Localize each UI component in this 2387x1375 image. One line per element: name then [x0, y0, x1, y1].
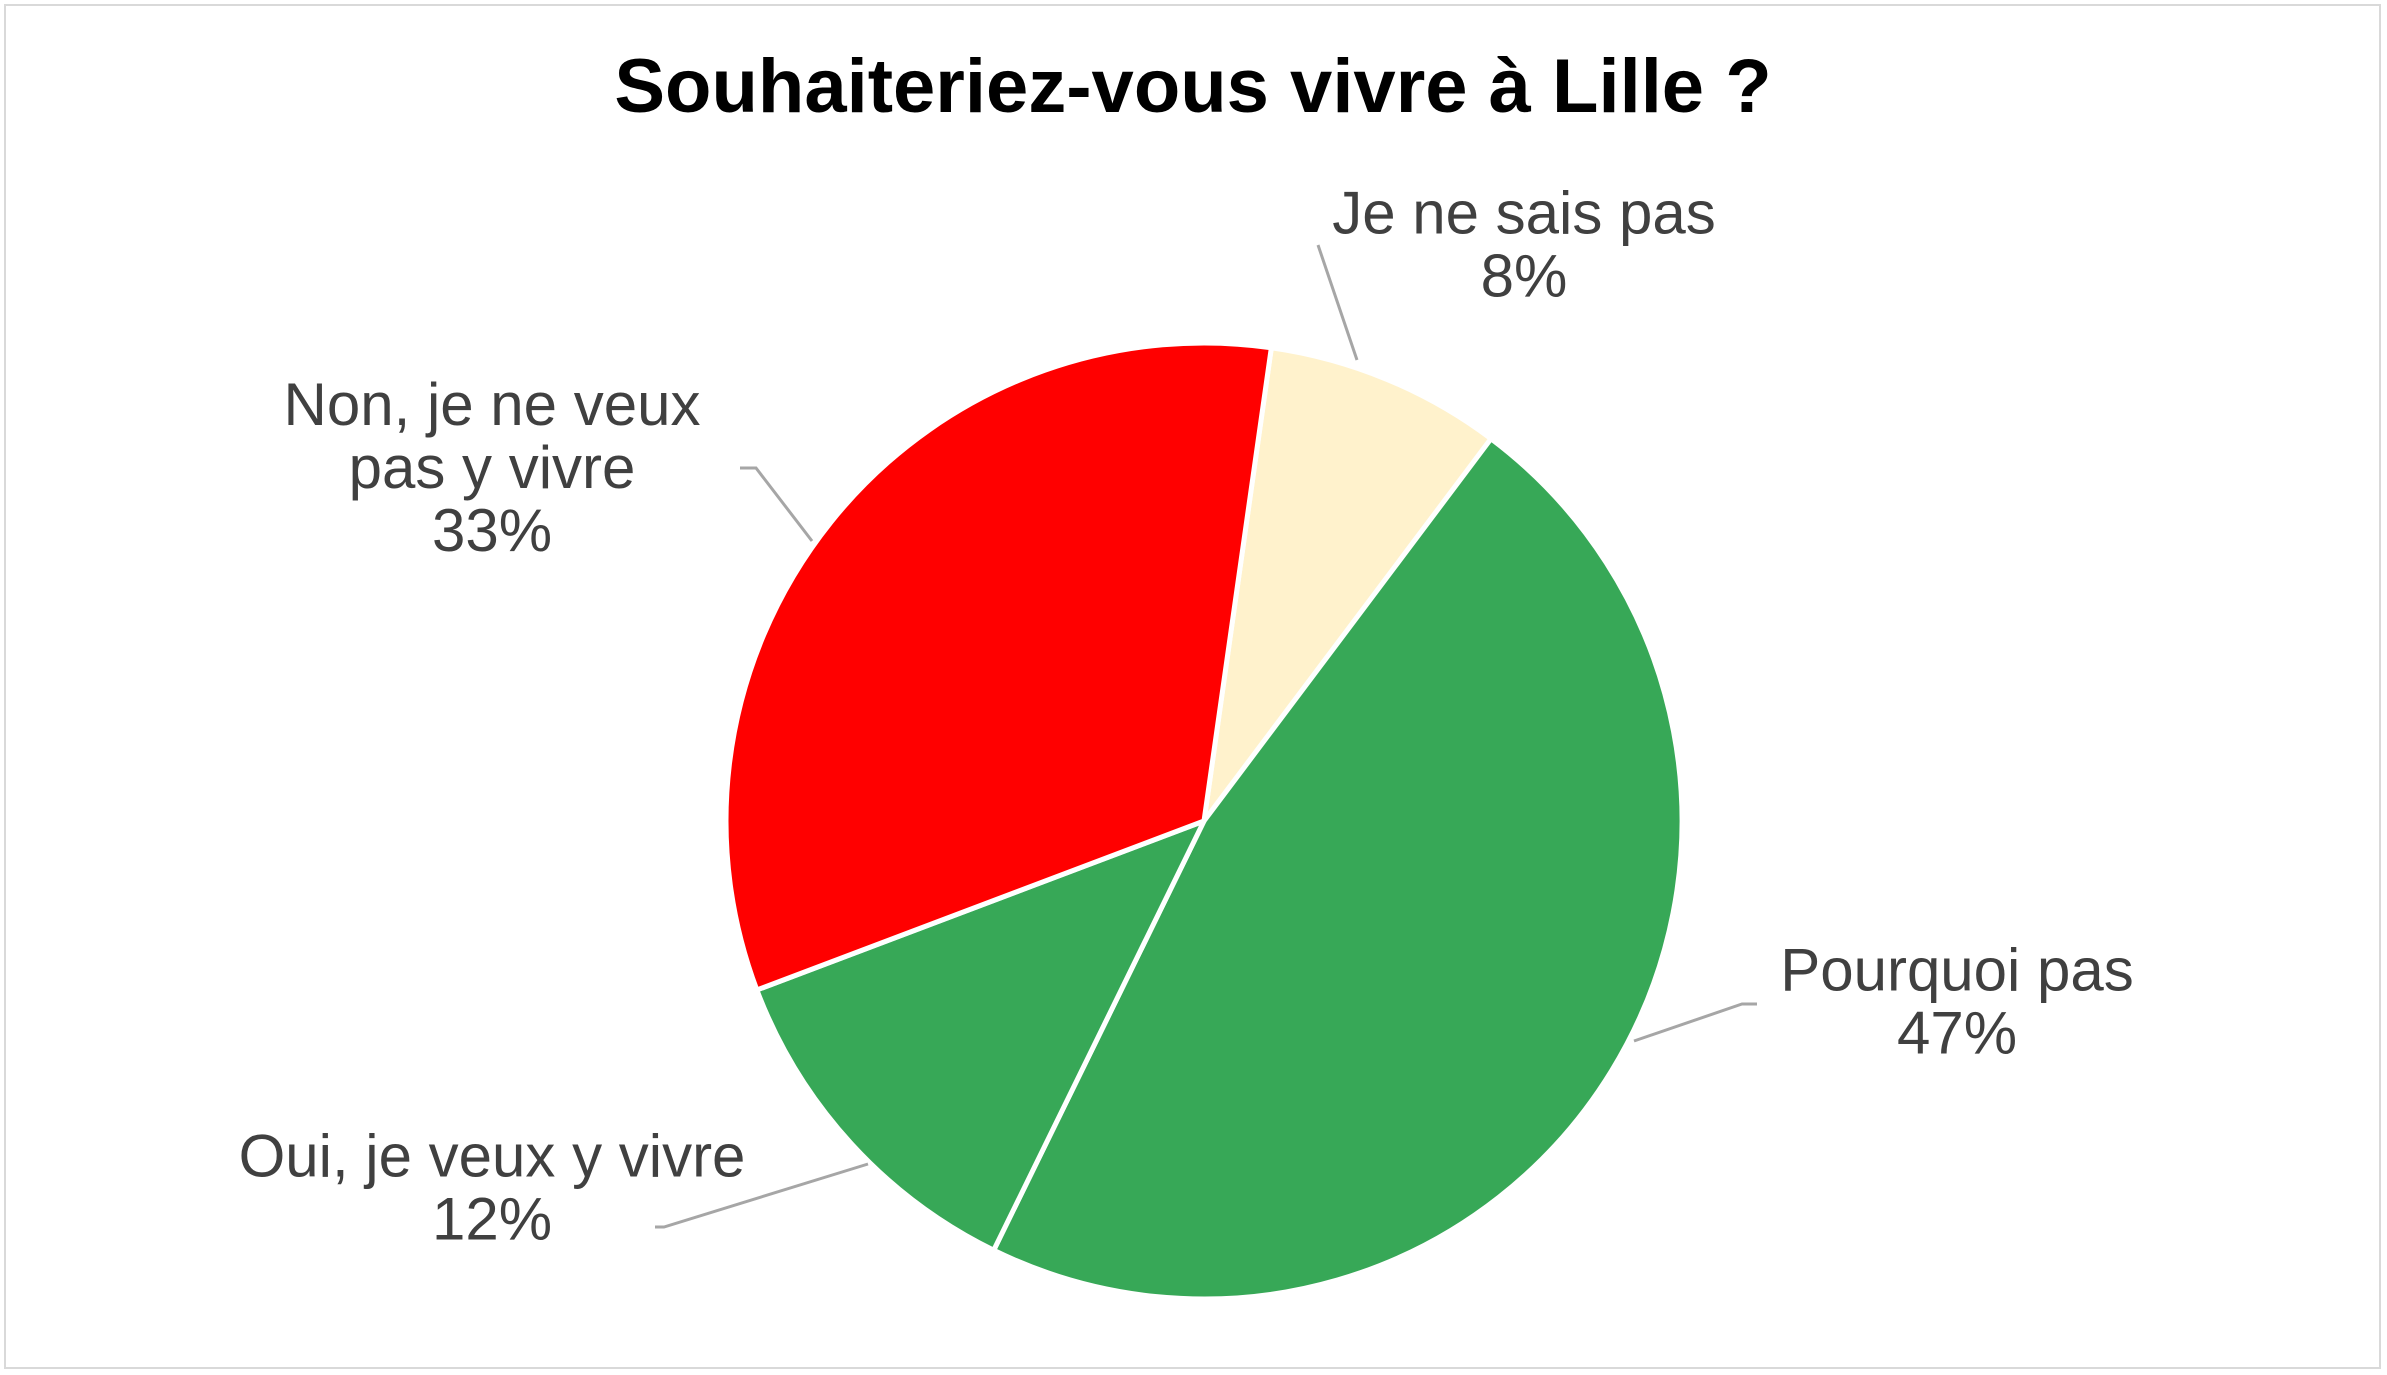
data-label-percent: 33% [432, 497, 552, 564]
pie-slice-non-je-ne-veux-pas-y-vivre [723, 340, 1274, 993]
leader-line-je-ne-sais-pas [1316, 244, 1359, 361]
data-label-oui-je-veux-y-vivre: Oui, je veux y vivre 12% [239, 1123, 746, 1253]
leader-lines [655, 244, 1757, 1229]
data-label-je-ne-sais-pas: Je ne sais pas 8% [1332, 180, 1716, 310]
pie-slice-pourquoi-pas [991, 436, 1685, 1302]
data-label-category: pas y vivre [349, 434, 636, 501]
data-label-category: Pourquoi pas [1780, 937, 2134, 1004]
data-label-category: Non, je ne veux [284, 371, 701, 438]
data-label-pourquoi-pas: Pourquoi pas 47% [1780, 937, 2134, 1067]
data-label-percent: 12% [432, 1186, 552, 1253]
data-label-percent: 47% [1897, 1000, 2017, 1067]
pie-slices [723, 340, 1685, 1302]
data-label-percent: 8% [1481, 243, 1568, 310]
data-label-category: Je ne sais pas [1332, 180, 1716, 247]
chart-title: Souhaiteriez-vous vivre à Lille ? [614, 44, 1771, 129]
data-label-non-je-ne-veux-pas-y-vivre: Non, je ne veux pas y vivre 33% [284, 371, 701, 564]
leader-line-oui-je-veux-y-vivre [655, 1162, 869, 1229]
slice-labels: Je ne sais pas 8% Pourquoi pas 47% Oui, je v… [239, 180, 2134, 1253]
data-label-category: Oui, je veux y vivre [239, 1123, 746, 1190]
leader-line-pourquoi-pas [1633, 1002, 1757, 1043]
pie-slice-oui-je-veux-y-vivre [754, 818, 1207, 1253]
pie-slice-je-ne-sais-pas [1201, 345, 1494, 824]
leader-line-non-je-ne-veux-pas-y-vivre [740, 466, 814, 542]
